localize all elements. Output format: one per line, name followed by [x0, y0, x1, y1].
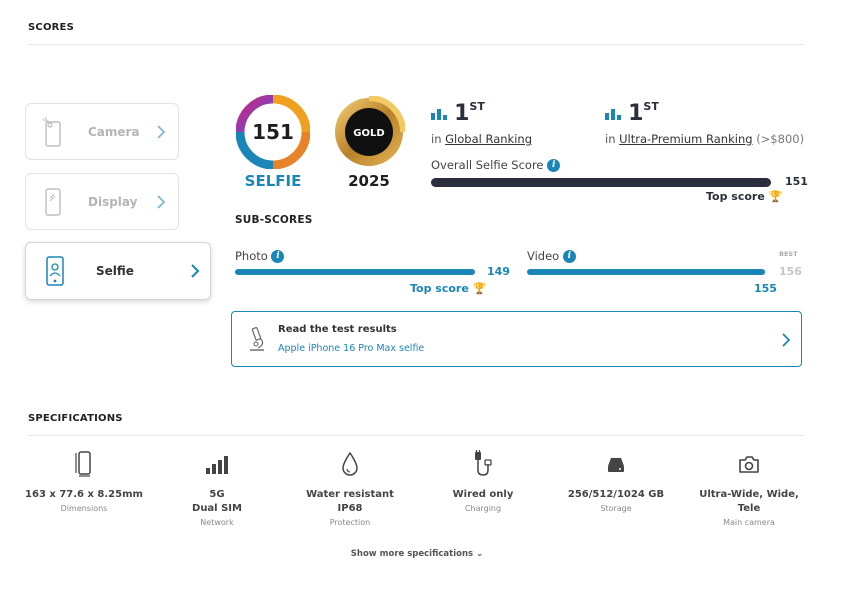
- chevron-down-icon: ⌄: [476, 549, 484, 559]
- photo-score-bar: [235, 269, 475, 275]
- chevron-right-icon: [157, 195, 166, 209]
- show-more-label: Show more specifications: [350, 549, 474, 559]
- spec-charging: Wired only Charging: [418, 450, 548, 513]
- gold-badge-label: GOLD: [353, 128, 384, 139]
- overall-score-bar: [431, 178, 771, 187]
- sub-scores-title: SUB-SCORES: [235, 214, 313, 226]
- category-display-card[interactable]: Display: [25, 173, 179, 230]
- category-display-label: Display: [88, 194, 138, 209]
- premium-rank-number: 1: [628, 101, 643, 126]
- camera-phone-icon: [42, 116, 61, 147]
- trophy-icon: 🏆: [768, 190, 783, 203]
- spec-storage-caption: Storage: [600, 504, 632, 513]
- video-best-score: 156: [779, 265, 802, 278]
- global-rank-suffix: ST: [469, 100, 485, 113]
- category-camera-label: Camera: [88, 124, 140, 139]
- spec-main-camera-value: Ultra-Wide, Wide, Tele: [699, 489, 799, 514]
- gold-label-badge: GOLD: [335, 96, 405, 166]
- spec-storage-value: 256/512/1024 GB: [567, 489, 665, 500]
- test-results-link[interactable]: Apple iPhone 16 Pro Max selfie: [278, 343, 425, 354]
- spec-main-camera: Ultra-Wide, Wide, Tele Main camera: [684, 450, 814, 527]
- trophy-icon: 🏆: [472, 282, 487, 295]
- spec-protection-value: Water resistant IP68: [306, 489, 394, 514]
- spec-dimensions-caption: Dimensions: [60, 504, 108, 513]
- spec-dimensions-value: 163 x 77.6 x 8.25mm: [25, 489, 143, 500]
- gold-badge-year: 2025: [348, 172, 390, 190]
- premium-rank-prefix: in: [605, 132, 616, 146]
- video-score-bar-fill: [527, 269, 765, 275]
- spec-charging-value: Wired only: [452, 489, 514, 500]
- spec-network: 5G Dual SIM Network: [152, 450, 282, 527]
- video-score-bar: [527, 269, 767, 275]
- global-rank-prefix: in: [431, 132, 442, 146]
- ranking-bars-icon: [431, 109, 447, 120]
- scores-divider: [28, 44, 804, 45]
- photo-score-bar-fill: [235, 269, 475, 275]
- photo-label-row: Photo i: [235, 249, 285, 263]
- spec-protection: Water resistant IP68 Protection: [285, 450, 415, 527]
- display-phone-icon: [45, 188, 61, 216]
- water-drop-icon: [342, 451, 358, 476]
- spec-dimensions: 163 x 77.6 x 8.25mm Dimensions: [19, 450, 149, 513]
- selfie-score-badge: 151: [236, 95, 310, 169]
- overall-score-value: 151: [785, 175, 808, 188]
- overall-score-label: Overall Selfie Score: [431, 158, 544, 172]
- overall-top-score: Top score 🏆: [706, 190, 782, 203]
- selfie-phone-icon: [46, 256, 64, 286]
- spec-network-caption: Network: [200, 518, 234, 527]
- test-results-title: Read the test results: [278, 324, 397, 335]
- spec-network-value: 5G Dual SIM: [192, 489, 242, 514]
- specifications-divider: [28, 435, 804, 436]
- ultra-premium-ranking-block: 1ST in Ultra-Premium Ranking (>$800): [605, 100, 804, 146]
- chevron-right-icon: [782, 333, 791, 347]
- info-icon[interactable]: i: [562, 250, 576, 263]
- overall-score-label-row: Overall Selfie Score i: [431, 158, 561, 172]
- microscope-icon: [250, 327, 264, 351]
- charging-cable-icon: [475, 450, 492, 476]
- ultra-premium-ranking-link[interactable]: Ultra-Premium Ranking: [619, 132, 753, 146]
- camera-icon: [739, 456, 759, 473]
- selfie-score-value: 151: [252, 120, 294, 144]
- premium-rank-suffix: ST: [643, 100, 659, 113]
- chevron-right-icon: [157, 125, 166, 139]
- spec-protection-caption: Protection: [329, 518, 371, 527]
- global-ranking-block: 1ST in Global Ranking: [431, 100, 532, 146]
- info-icon[interactable]: i: [271, 250, 285, 263]
- ranking-bars-icon: [605, 109, 621, 120]
- phone-dimensions-icon: [75, 451, 91, 477]
- specifications-title: SPECIFICATIONS: [28, 413, 123, 424]
- photo-label: Photo: [235, 249, 268, 263]
- global-ranking-link[interactable]: Global Ranking: [445, 132, 532, 146]
- spec-charging-caption: Charging: [464, 504, 502, 513]
- scores-section-title: SCORES: [28, 22, 74, 33]
- signal-bars-icon: [206, 456, 228, 474]
- show-more-specs-link[interactable]: Show more specifications ⌄: [0, 549, 834, 559]
- category-selfie-label: Selfie: [96, 264, 134, 278]
- premium-price-note: (>$800): [756, 132, 805, 146]
- photo-score-value: 149: [487, 265, 510, 278]
- photo-top-score: Top score 🏆: [410, 282, 486, 295]
- category-selfie-card[interactable]: Selfie: [25, 242, 211, 300]
- info-icon[interactable]: i: [547, 159, 561, 172]
- video-best-label: BEST: [779, 250, 798, 258]
- selfie-badge-caption: SELFIE: [244, 172, 302, 190]
- overall-top-score-label: Top score: [706, 190, 765, 203]
- video-label: Video: [527, 249, 560, 263]
- global-rank-number: 1: [454, 101, 469, 126]
- video-label-row: Video i: [527, 249, 576, 263]
- storage-drive-icon: [608, 458, 624, 472]
- photo-top-score-label: Top score: [410, 282, 469, 295]
- chevron-right-icon: [191, 264, 200, 278]
- spec-storage: 256/512/1024 GB Storage: [551, 450, 681, 513]
- spec-main-camera-caption: Main camera: [723, 518, 775, 527]
- category-camera-card[interactable]: Camera: [25, 103, 179, 160]
- video-score-value: 155: [754, 282, 777, 295]
- overall-score-bar-fill: [431, 178, 771, 187]
- test-results-card[interactable]: Read the test results Apple iPhone 16 Pr…: [231, 311, 802, 367]
